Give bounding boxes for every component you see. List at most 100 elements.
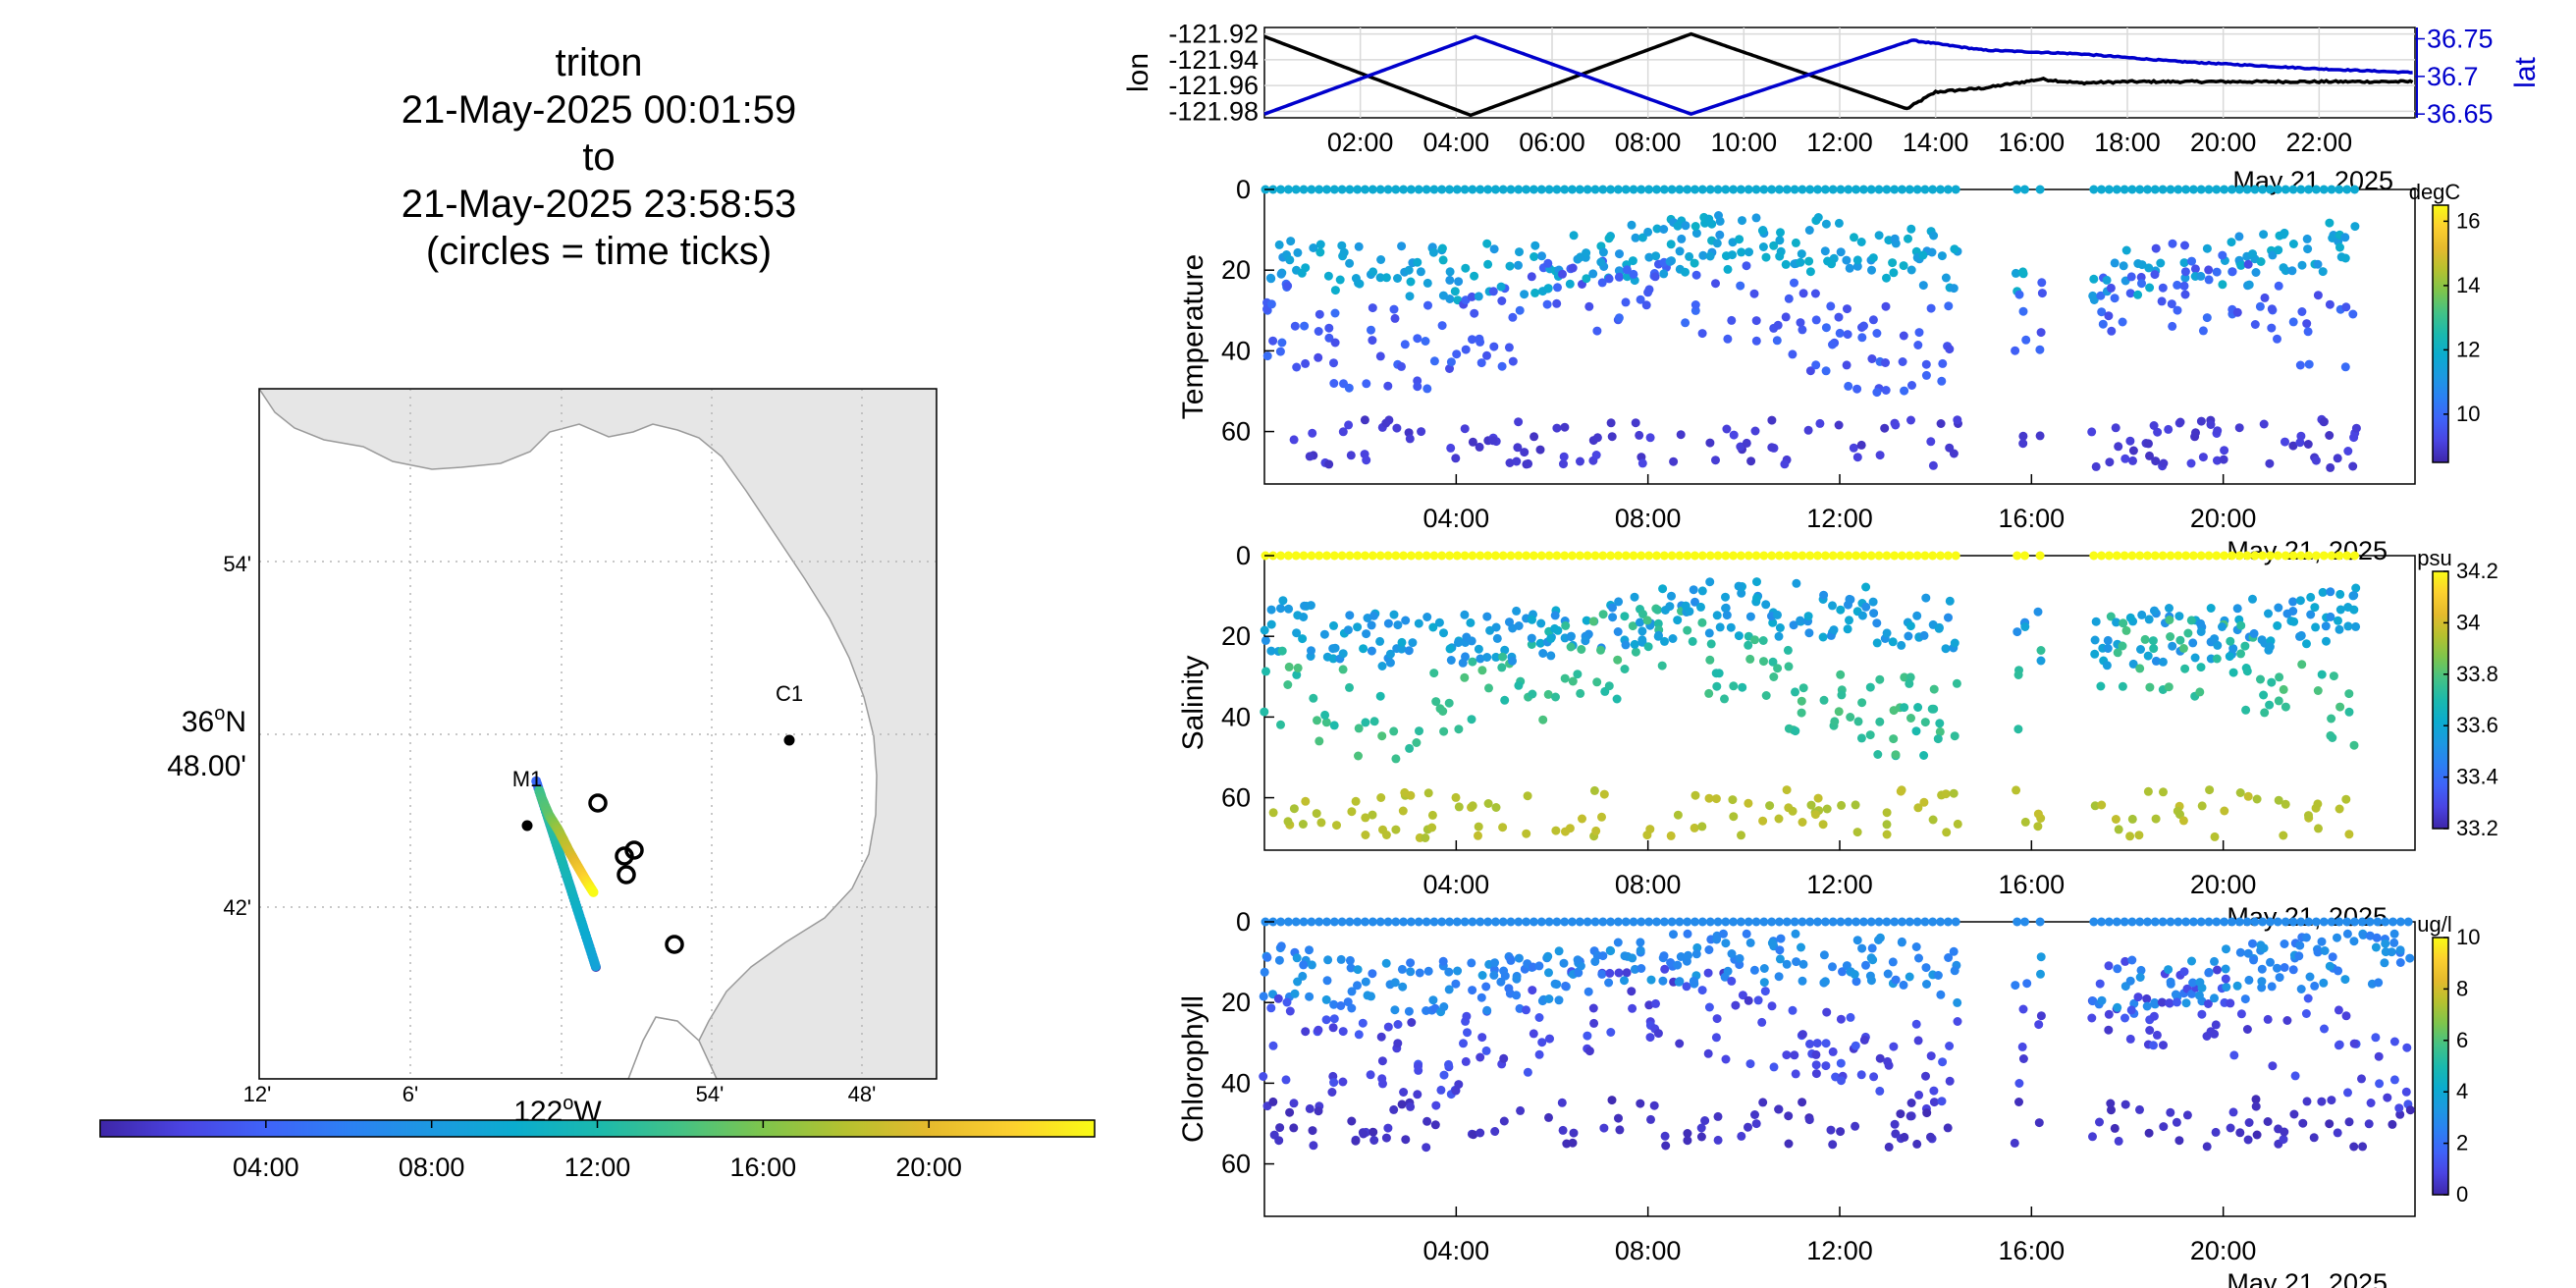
map-bay-water [259, 389, 878, 1079]
data-point [1606, 551, 1616, 561]
data-point [2236, 260, 2246, 270]
data-point [1529, 551, 1538, 561]
data-point [2118, 641, 2127, 651]
data-point [1389, 726, 1399, 736]
data-point [1527, 640, 1536, 649]
data-point [1283, 917, 1293, 927]
data-point [2135, 664, 2145, 673]
data-point [2334, 966, 2343, 976]
data-point [1338, 1077, 1348, 1087]
data-point [1621, 640, 1631, 650]
data-point [2349, 740, 2359, 750]
data-point [1499, 1053, 1509, 1063]
data-point [1327, 1088, 1337, 1097]
data-point [1621, 917, 1631, 927]
data-point [2263, 1014, 2273, 1024]
data-point [1652, 917, 1661, 927]
map-lat-tick-1: 54' [223, 552, 251, 576]
data-point [2104, 311, 2114, 321]
data-point [2274, 696, 2283, 706]
data-point [1576, 456, 1584, 466]
data-point [1546, 634, 1556, 643]
data-point [1613, 938, 1623, 947]
data-point [1467, 958, 1476, 968]
data-point [2165, 616, 2174, 624]
data-point [1284, 662, 1294, 671]
data-point [1938, 1057, 1948, 1067]
data-point [2166, 917, 2175, 927]
data-point [1815, 418, 1825, 428]
data-point [1811, 315, 1821, 325]
map-grid [259, 389, 937, 1079]
data-point [2128, 456, 2137, 465]
data-point [1926, 437, 1936, 447]
data-point [1399, 917, 1409, 927]
data-point [1529, 917, 1538, 927]
data-point [2159, 787, 2168, 797]
data-point [1569, 1128, 1579, 1138]
data-point [1782, 1050, 1792, 1060]
data-point [1530, 288, 1540, 297]
data-point [1775, 251, 1785, 261]
data-point [1875, 674, 1885, 684]
data-point [1690, 823, 1699, 832]
data-point [2204, 968, 2214, 978]
data-point [2107, 326, 2117, 336]
data-point [2265, 458, 2275, 468]
data-point [1598, 951, 1608, 961]
data-point [1377, 1074, 1387, 1084]
data-point [2120, 454, 2130, 463]
data-point [2326, 612, 2335, 621]
data-point [2306, 592, 2316, 602]
data-point [1482, 350, 1491, 360]
data-point [1736, 551, 1745, 561]
data-point [1629, 269, 1638, 279]
data-point [1391, 825, 1401, 834]
data-point [1497, 663, 1507, 672]
data-point [2314, 824, 2323, 833]
data-point [2351, 583, 2361, 593]
data-point [2236, 649, 2245, 659]
data-point [1598, 610, 1608, 619]
data-point [1745, 654, 1755, 664]
data-point [1439, 628, 1448, 638]
data-point [2036, 656, 2046, 666]
mooring-c1-label: C1 [776, 681, 803, 706]
data-point [2251, 1101, 2261, 1111]
data-point [1905, 972, 1914, 982]
data-point [1933, 734, 1943, 744]
data-point [2310, 603, 2320, 613]
data-point [2264, 609, 2273, 618]
data-point [2158, 917, 2168, 927]
data-point [1798, 818, 1807, 827]
data-point [1460, 917, 1470, 927]
data-point [2250, 185, 2260, 194]
data-point [2125, 976, 2135, 986]
data-point [1653, 618, 1663, 628]
data-point [1583, 987, 1593, 996]
data-point [1644, 917, 1654, 927]
data-point [1284, 604, 1294, 614]
data-point [2213, 426, 2223, 436]
data-point [1430, 1120, 1440, 1130]
data-point [1752, 577, 1761, 587]
data-point [2202, 1142, 2212, 1152]
data-point [1283, 817, 1293, 827]
data-point [1784, 1111, 1794, 1121]
data-point [1759, 185, 1769, 194]
data-point [1406, 967, 1416, 977]
data-point [1427, 823, 1437, 832]
data-point [1276, 941, 1286, 951]
data-point [1850, 233, 1858, 242]
data-point [2358, 930, 2368, 939]
data-point [1757, 226, 1767, 236]
data-point [1578, 814, 1586, 824]
data-point [1891, 750, 1901, 760]
data-point [2202, 243, 2212, 253]
title-note: (circles = time ticks) [425, 230, 773, 273]
data-point [2164, 424, 2174, 434]
data-point [2243, 1135, 2253, 1145]
data-point [1843, 624, 1852, 634]
data-point [1338, 1027, 1348, 1037]
